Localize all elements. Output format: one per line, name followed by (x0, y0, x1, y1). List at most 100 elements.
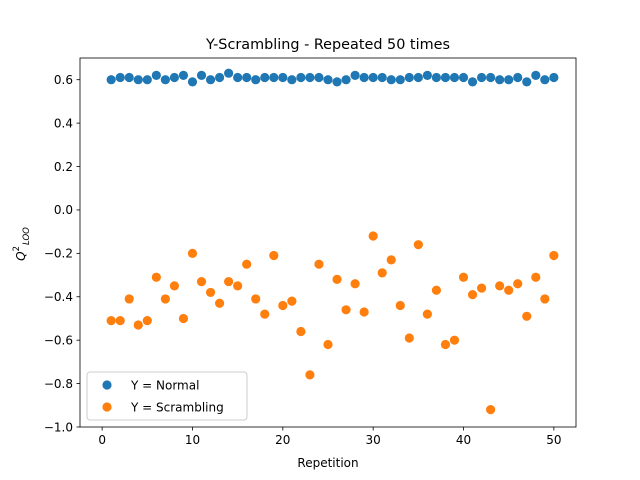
data-point (476, 72, 487, 83)
y-tick-label: −0.8 (44, 377, 73, 391)
series-1-points (106, 68, 559, 87)
data-point (133, 320, 143, 330)
data-point (341, 305, 351, 315)
data-point (359, 307, 369, 317)
data-point (522, 311, 532, 321)
data-point (440, 72, 451, 83)
data-point (449, 335, 460, 345)
data-point (142, 75, 152, 85)
data-point (106, 316, 116, 326)
data-point (431, 72, 442, 83)
data-point (404, 72, 414, 83)
data-point (214, 298, 225, 308)
data-point (467, 289, 478, 300)
data-point (124, 72, 134, 83)
data-point (205, 75, 216, 85)
y-tick-label: −1.0 (44, 420, 73, 434)
y-tick-label: 0.0 (54, 203, 73, 217)
data-point (359, 72, 369, 83)
legend-marker (102, 402, 112, 412)
data-point (287, 296, 297, 306)
data-point (341, 75, 351, 85)
data-point (314, 259, 324, 269)
data-point (196, 70, 207, 80)
series-2-points (106, 231, 559, 415)
data-point (296, 326, 306, 337)
chart-title: Y-Scrambling - Repeated 50 times (205, 37, 450, 53)
data-point (151, 272, 161, 282)
data-point (377, 72, 387, 83)
data-point (377, 268, 387, 278)
data-point (287, 75, 297, 85)
data-point (486, 405, 496, 415)
data-point (214, 72, 225, 83)
data-point (540, 294, 550, 304)
y-tick-label: 0.4 (54, 116, 73, 130)
data-point (251, 75, 261, 85)
data-point (269, 250, 279, 261)
data-point (522, 77, 532, 87)
data-point (196, 276, 207, 287)
data-point (504, 75, 514, 85)
plot-area (106, 68, 559, 415)
x-tick-label: 10 (185, 433, 200, 447)
data-point (404, 333, 414, 343)
data-point (495, 281, 505, 291)
x-tick-label: 50 (546, 433, 561, 447)
data-point (386, 75, 396, 85)
data-point (486, 72, 496, 83)
data-point (458, 72, 469, 83)
data-point (332, 77, 342, 87)
data-point (115, 72, 125, 83)
data-point (513, 279, 523, 289)
data-point (133, 75, 143, 85)
data-point (531, 70, 541, 80)
data-point (224, 276, 234, 287)
x-tick-label: 0 (98, 433, 106, 447)
data-point (350, 70, 360, 80)
data-point (504, 285, 514, 295)
data-point (531, 272, 541, 282)
x-tick-label: 30 (366, 433, 381, 447)
data-point (242, 72, 252, 83)
data-point (314, 72, 324, 83)
data-point (278, 72, 288, 83)
data-point (242, 259, 252, 269)
legend-label: Y = Scrambling (130, 400, 224, 414)
data-point (260, 309, 270, 319)
y-axis-label-main: Q (14, 251, 28, 260)
y-tick-label: −0.2 (44, 247, 73, 261)
data-point (169, 281, 180, 291)
data-point (233, 281, 243, 291)
data-point (549, 72, 559, 83)
data-point (260, 72, 270, 83)
data-point (160, 294, 170, 304)
data-point (169, 72, 180, 83)
data-point (540, 75, 550, 85)
data-point (431, 285, 442, 295)
data-point (513, 72, 523, 83)
x-tick-label: 40 (456, 433, 471, 447)
data-point (233, 72, 243, 83)
data-point (142, 316, 152, 326)
data-point (278, 300, 288, 311)
legend-marker (102, 380, 112, 390)
data-point (350, 279, 360, 289)
data-point (476, 283, 487, 293)
data-point (422, 70, 432, 80)
data-point (549, 250, 559, 261)
data-point (395, 75, 405, 85)
data-point (124, 294, 134, 304)
legend-box (86, 371, 248, 421)
data-point (395, 300, 405, 311)
data-point (440, 339, 451, 350)
data-point (115, 316, 125, 326)
data-point (106, 75, 116, 85)
data-point (323, 75, 333, 85)
data-point (413, 72, 423, 83)
data-point (332, 274, 342, 284)
y-axis-label-subscript: LOO (22, 227, 32, 245)
data-point (458, 272, 469, 282)
data-point (160, 75, 170, 85)
